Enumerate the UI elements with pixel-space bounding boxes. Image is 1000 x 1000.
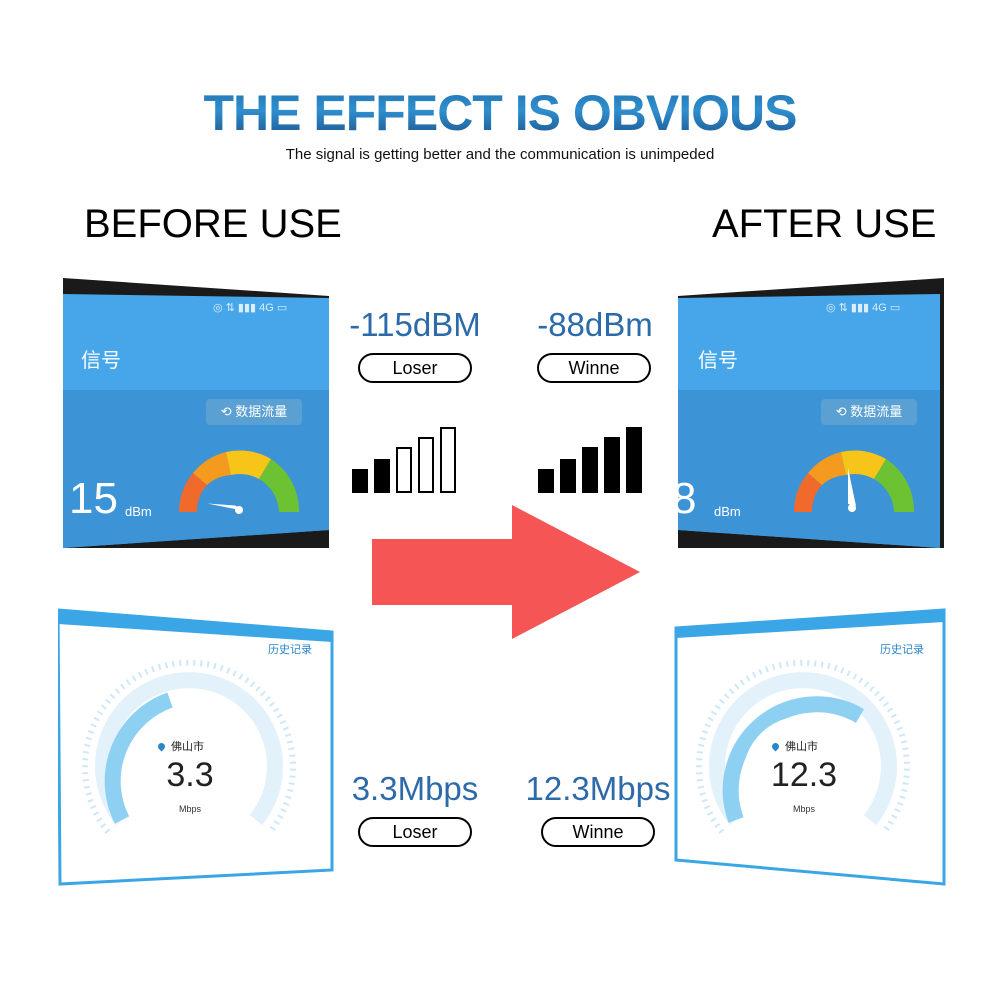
- signal-card-title: 信号: [81, 350, 121, 372]
- after-signal-rating: Winne: [537, 353, 651, 383]
- signal-bar: [538, 469, 554, 493]
- before-signal-metric: -115dBM: [349, 306, 481, 343]
- status-bar: ◎ ⇅ ▮▮▮ 4G ▭: [826, 302, 901, 314]
- after-signal-card: ◎ ⇅ ▮▮▮ 4G ▭ 信号 ⟲ 数据流量 8 dBm: [672, 278, 944, 548]
- page-title: THE EFFECT IS OBVIOUS: [0, 84, 1000, 142]
- status-bar: ◎ ⇅ ▮▮▮ 4G ▭: [213, 302, 288, 314]
- before-speed-metric: 3.3Mbps: [351, 770, 479, 807]
- after-speed-card: 历史记录 佛山市 12.3 Mbps: [674, 608, 966, 892]
- signal-bar: [560, 459, 576, 493]
- before-signal-bars-icon: [352, 427, 456, 493]
- signal-card-title: 信号: [698, 350, 738, 372]
- signal-gauge: [179, 450, 300, 514]
- speed-unit: Mbps: [178, 804, 201, 814]
- signal-bar: [418, 437, 434, 493]
- signal-bar: [626, 427, 642, 493]
- after-speed-rating: Winne: [541, 817, 655, 847]
- signal-bar: [396, 447, 412, 493]
- before-signal-rating: Loser: [358, 353, 472, 383]
- after-signal-metric: -88dBm: [537, 306, 653, 343]
- city-label: 佛山市: [156, 738, 204, 754]
- city-label: 佛山市: [770, 738, 818, 754]
- data-traffic-chip[interactable]: ⟲ 数据流量: [206, 399, 302, 425]
- before-speed-card: 历史记录 佛山市 3.3 Mbps: [58, 608, 350, 892]
- history-link[interactable]: 历史记录: [268, 644, 312, 656]
- dbm-reading: 15: [69, 474, 118, 523]
- speed-reading: 3.3: [166, 756, 214, 794]
- signal-bar: [582, 447, 598, 493]
- dbm-unit: dBm: [125, 504, 152, 519]
- after-heading: AFTER USE: [712, 202, 937, 246]
- before-heading: BEFORE USE: [84, 202, 342, 246]
- page-subtitle: The signal is getting better and the com…: [285, 146, 715, 163]
- history-link[interactable]: 历史记录: [880, 644, 924, 656]
- after-speed-metric: 12.3Mbps: [525, 770, 671, 807]
- before-speed-rating: Loser: [358, 817, 472, 847]
- signal-bar: [374, 459, 390, 493]
- signal-bar: [352, 469, 368, 493]
- signal-gauge: [794, 450, 915, 512]
- dbm-unit: dBm: [714, 504, 741, 519]
- signal-bar: [440, 427, 456, 493]
- location-pin-icon: [770, 741, 781, 752]
- speed-reading: 12.3: [770, 756, 838, 794]
- signal-bar: [604, 437, 620, 493]
- arrow-right-icon: [372, 505, 640, 639]
- dbm-reading: 8: [672, 474, 697, 523]
- speedometer-gauge: [82, 659, 296, 836]
- speed-unit: Mbps: [792, 804, 815, 814]
- data-traffic-chip[interactable]: ⟲ 数据流量: [821, 399, 917, 425]
- location-pin-icon: [156, 741, 167, 752]
- before-signal-card: ◎ ⇅ ▮▮▮ 4G ▭ 信号 ⟲ 数据流量 15 dBm: [63, 278, 329, 548]
- after-signal-bars-icon: [538, 427, 642, 493]
